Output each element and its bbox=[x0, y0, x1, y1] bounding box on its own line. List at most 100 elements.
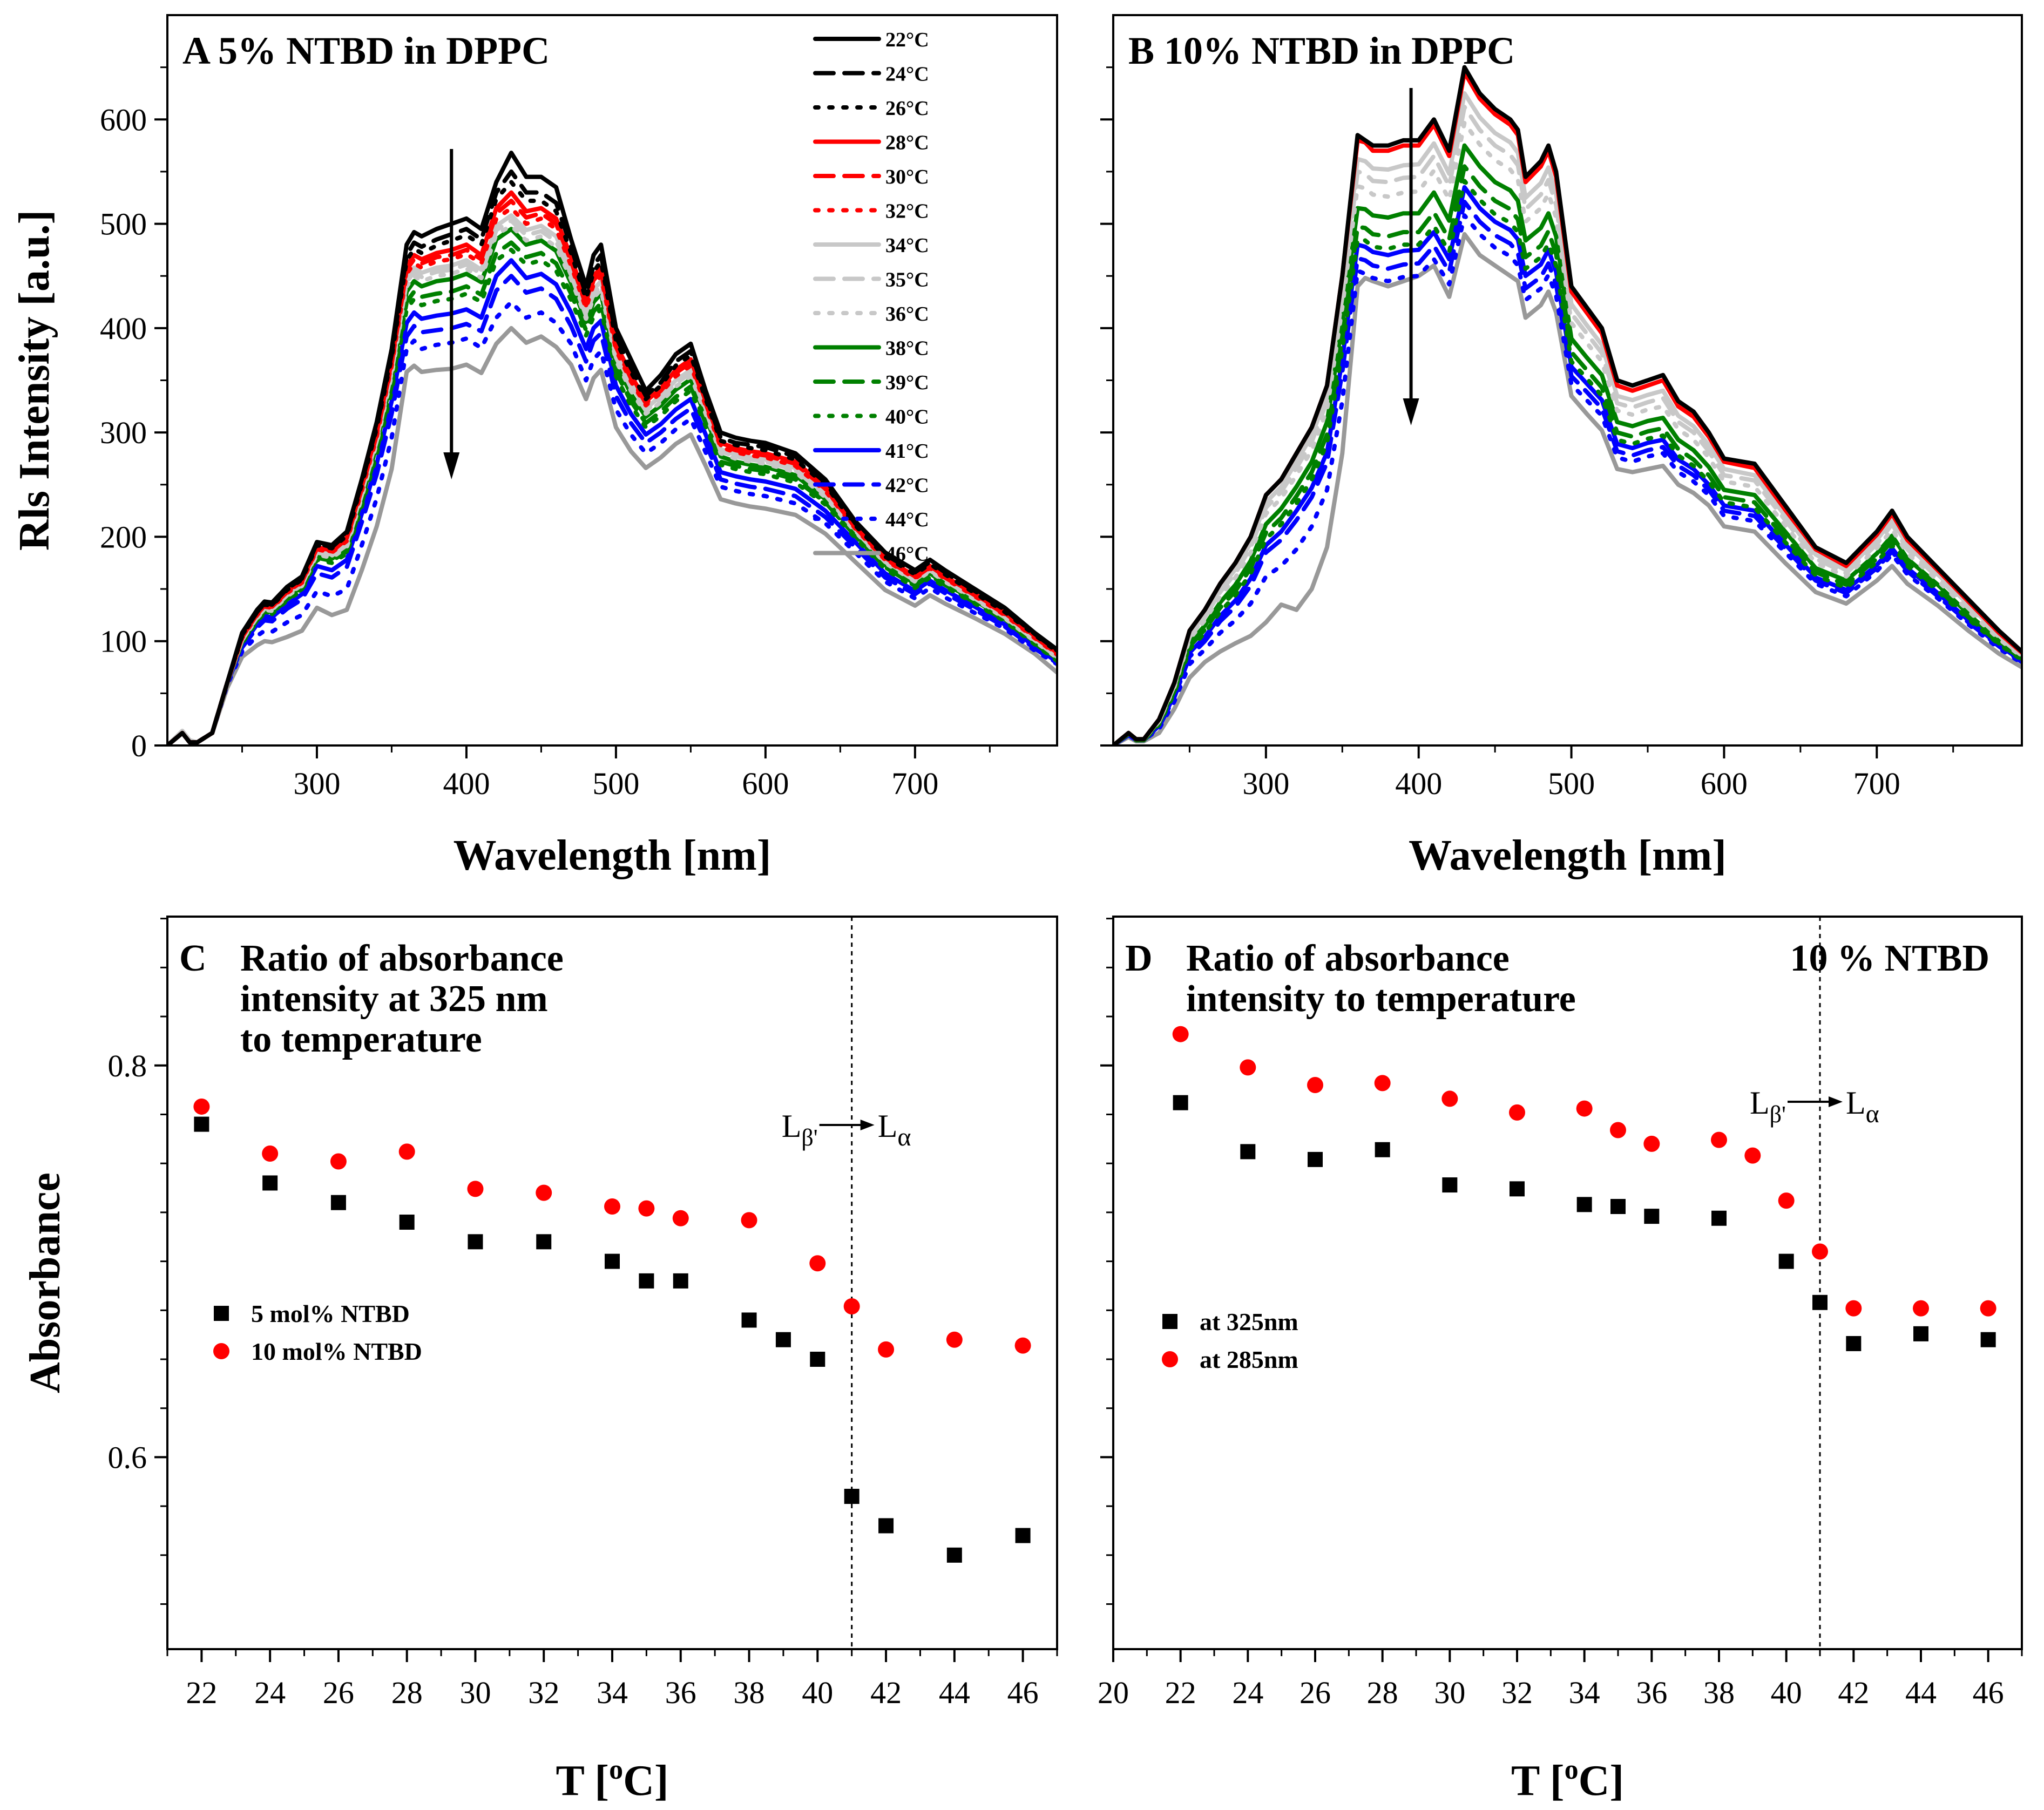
x-tick-label: 38 bbox=[734, 1675, 765, 1710]
legend-label: 40°C bbox=[885, 406, 929, 429]
data-point-10 mol% NTBD bbox=[193, 1098, 210, 1115]
data-point-10 mol% NTBD bbox=[638, 1200, 655, 1217]
x-tick-label: 46 bbox=[1007, 1675, 1039, 1710]
x-tick-label: 40 bbox=[1771, 1675, 1802, 1710]
annotation-part: β' bbox=[801, 1124, 817, 1151]
y-tick-label: 0.6 bbox=[108, 1440, 147, 1475]
data-point-at 325nm bbox=[1980, 1332, 1996, 1347]
phase-annotation: Lβ' bbox=[1750, 1085, 1786, 1128]
x-tick-label: 300 bbox=[1242, 766, 1289, 801]
x-tick-label: 32 bbox=[528, 1675, 559, 1710]
x-tick-label: 22 bbox=[186, 1675, 217, 1710]
data-point-at 285nm bbox=[1509, 1104, 1525, 1121]
panel-title-line: to temperature bbox=[240, 1019, 482, 1060]
legend-label: 24°C bbox=[885, 63, 929, 86]
annotation-part: α bbox=[897, 1123, 911, 1151]
legend-label: 34°C bbox=[885, 234, 929, 257]
data-point-5 mol% NTBD bbox=[262, 1175, 278, 1191]
data-point-at 325nm bbox=[1812, 1294, 1828, 1310]
data-point-at 285nm bbox=[1441, 1090, 1458, 1107]
x-tick-label: 700 bbox=[891, 766, 938, 801]
data-point-10 mol% NTBD bbox=[262, 1145, 279, 1162]
legend-label: 36°C bbox=[885, 303, 929, 326]
panel-title: A 5% NTBD in DPPC bbox=[182, 29, 550, 72]
data-point-5 mol% NTBD bbox=[673, 1273, 688, 1289]
legend-label: 30°C bbox=[885, 166, 929, 188]
y-tick-label: 0 bbox=[131, 728, 147, 763]
x-tick-label: 30 bbox=[459, 1675, 491, 1710]
y-tick-label: 100 bbox=[100, 624, 147, 659]
axis-label-part: T [ bbox=[556, 1757, 610, 1805]
data-point-10 mol% NTBD bbox=[1014, 1337, 1031, 1354]
data-point-5 mol% NTBD bbox=[330, 1195, 346, 1210]
x-tick-label: 600 bbox=[742, 766, 789, 801]
data-point-at 285nm bbox=[1172, 1026, 1189, 1042]
data-point-5 mol% NTBD bbox=[605, 1253, 620, 1269]
plot-frame bbox=[1112, 916, 2023, 1650]
data-point-10 mol% NTBD bbox=[946, 1331, 963, 1348]
data-point-at 285nm bbox=[1778, 1192, 1795, 1209]
data-point-10 mol% NTBD bbox=[741, 1212, 757, 1229]
y-axis-label: Absorbance bbox=[22, 1172, 69, 1393]
x-tick-label: 36 bbox=[1636, 1675, 1667, 1710]
data-point-at 285nm bbox=[1374, 1075, 1391, 1092]
trend-arrow-head bbox=[1403, 398, 1419, 425]
legend-marker bbox=[1162, 1314, 1177, 1329]
x-tick-label: 26 bbox=[1300, 1675, 1331, 1710]
axis-label-part: C] bbox=[623, 1757, 668, 1805]
series-line-39°C bbox=[1113, 164, 2022, 745]
data-point-5 mol% NTBD bbox=[639, 1273, 654, 1289]
data-point-at 285nm bbox=[1744, 1147, 1761, 1164]
panel-B: 300 400 500 600 700 Wavelength [nm] B 10% NTBD… bbox=[1100, 14, 2023, 879]
data-point-5 mol% NTBD bbox=[194, 1116, 209, 1132]
annotation-part: L bbox=[1750, 1085, 1770, 1121]
data-point-5 mol% NTBD bbox=[1015, 1528, 1031, 1543]
data-point-10 mol% NTBD bbox=[536, 1184, 552, 1201]
series-line-22°C bbox=[1113, 65, 2022, 745]
series-line-28°C bbox=[1113, 70, 2022, 745]
phase-annotation: Lβ' bbox=[782, 1108, 818, 1151]
data-point-at 285nm bbox=[1980, 1300, 1996, 1317]
series-line-46°C bbox=[167, 326, 1057, 745]
x-tick-label: 28 bbox=[391, 1675, 423, 1710]
x-tick-label: 42 bbox=[1838, 1675, 1869, 1710]
x-tick-label: 36 bbox=[665, 1675, 696, 1710]
x-tick-label: 42 bbox=[870, 1675, 902, 1710]
x-tick-label: 32 bbox=[1501, 1675, 1533, 1710]
legend-label: 28°C bbox=[885, 132, 929, 154]
y-tick-label: 400 bbox=[100, 311, 147, 346]
series-line-26°C bbox=[167, 180, 1057, 745]
data-point-at 325nm bbox=[1711, 1210, 1727, 1226]
data-point-at 325nm bbox=[1442, 1177, 1458, 1193]
data-point-at 325nm bbox=[1240, 1144, 1256, 1160]
annotation-arrow-head bbox=[1829, 1096, 1843, 1107]
annotation-arrow-head bbox=[860, 1120, 875, 1130]
panel-subtitle: 10 % NTBD bbox=[1790, 938, 1989, 979]
data-point-at 285nm bbox=[1610, 1122, 1626, 1138]
series-line-40°C bbox=[1113, 179, 2022, 745]
x-tick-label: 44 bbox=[1905, 1675, 1937, 1710]
x-tick-label: 24 bbox=[254, 1675, 286, 1710]
legend-label: at 285nm bbox=[1200, 1346, 1298, 1373]
data-point-at 285nm bbox=[1576, 1100, 1593, 1117]
x-tick-label: 500 bbox=[592, 766, 639, 801]
annotation-part: L bbox=[782, 1108, 802, 1144]
trend-arrow-head bbox=[443, 452, 460, 479]
data-point-at 325nm bbox=[1576, 1197, 1592, 1212]
data-point-at 325nm bbox=[1610, 1198, 1626, 1214]
y-tick-label: 600 bbox=[100, 102, 147, 137]
data-point-at 285nm bbox=[1711, 1131, 1727, 1148]
legend-label: 41°C bbox=[885, 440, 929, 463]
x-tick-label: 26 bbox=[323, 1675, 354, 1710]
data-point-5 mol% NTBD bbox=[741, 1312, 757, 1328]
series-line-41°C bbox=[167, 258, 1057, 745]
panel-title-line: intensity at 325 nm bbox=[240, 978, 548, 1020]
x-tick-label: 22 bbox=[1165, 1675, 1196, 1710]
x-tick-label: 300 bbox=[293, 766, 340, 801]
annotation-part: L bbox=[1846, 1085, 1866, 1121]
data-point-at 325nm bbox=[1510, 1181, 1525, 1197]
series-lines bbox=[1113, 65, 2022, 745]
data-point-at 325nm bbox=[1913, 1326, 1928, 1341]
axis-label-part: o bbox=[1565, 1754, 1579, 1785]
